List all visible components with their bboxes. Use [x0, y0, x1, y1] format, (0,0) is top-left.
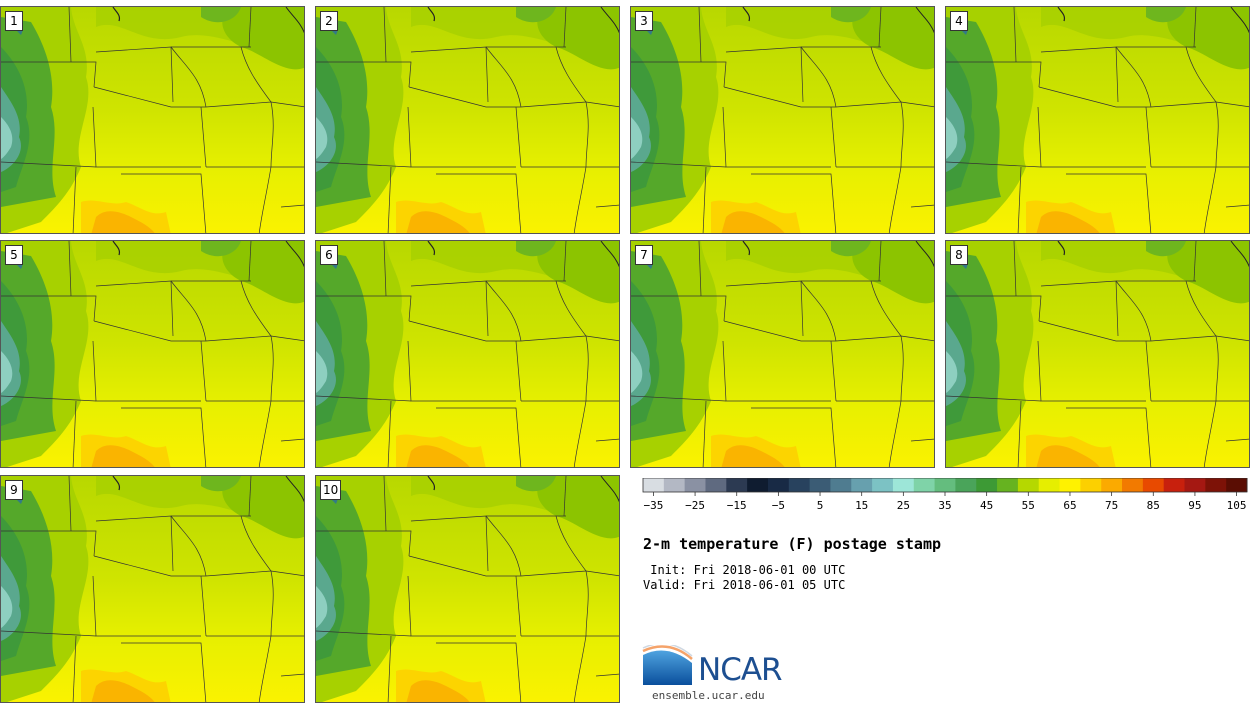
colorbar-tick-label: 55	[1022, 499, 1035, 512]
map-panel: 10	[315, 475, 620, 703]
temperature-map	[1, 7, 304, 233]
colorbar-tick-label: 5	[817, 499, 824, 512]
colorbar-segment	[934, 478, 956, 492]
colorbar-segment	[643, 478, 665, 492]
valid-time: Valid: Fri 2018-06-01 05 UTC	[643, 578, 846, 592]
temperature-map	[631, 241, 934, 467]
panel-number: 7	[635, 245, 653, 265]
temperature-map	[1, 241, 304, 467]
colorbar-segment	[1038, 478, 1061, 492]
panel-number: 5	[5, 245, 23, 265]
colorbar-segment	[1142, 478, 1165, 492]
colorbar-tick-label: 25	[897, 499, 910, 512]
colorbar-segment	[788, 478, 811, 492]
map-panel: 7	[630, 240, 935, 468]
colorbar-tick-label: 95	[1188, 499, 1201, 512]
colorbar-segment	[1080, 478, 1102, 492]
colorbar-tick-label: 35	[938, 499, 951, 512]
map-panel: 3	[630, 6, 935, 234]
init-time: Init: Fri 2018-06-01 00 UTC	[643, 563, 846, 577]
temperature-map	[631, 7, 934, 233]
logo-url: ensemble.ucar.edu	[652, 689, 765, 702]
colorbar-segment	[684, 478, 706, 492]
panel-number: 1	[5, 11, 23, 31]
colorbar-segment	[997, 478, 1019, 492]
colorbar-segment	[726, 478, 748, 492]
colorbar-tick-label: 45	[980, 499, 993, 512]
colorbar-tick-label: −35	[643, 499, 663, 512]
colorbar-tick-label: −25	[685, 499, 705, 512]
colorbar-tick-label: 75	[1105, 499, 1118, 512]
colorbar-segment	[705, 478, 727, 492]
colorbar-segment	[1184, 478, 1206, 492]
panel-number: 2	[320, 11, 338, 31]
colorbar-segment	[913, 478, 936, 492]
colorbar-segment	[872, 478, 894, 492]
colorbar-segment	[1205, 478, 1227, 492]
panel-number: 8	[950, 245, 968, 265]
map-panel: 5	[0, 240, 305, 468]
colorbar-segment	[1101, 478, 1123, 492]
logo-text: NCAR	[698, 652, 783, 688]
colorbar-segment	[809, 478, 831, 492]
colorbar-segment	[892, 478, 915, 492]
temperature-map	[316, 7, 619, 233]
colorbar-tick-label: 85	[1147, 499, 1160, 512]
colorbar-segment	[747, 478, 769, 492]
colorbar-tick-label: 65	[1063, 499, 1076, 512]
colorbar-segment	[830, 478, 852, 492]
colorbar-segment	[976, 478, 998, 492]
panel-number: 6	[320, 245, 338, 265]
panel-number: 10	[320, 480, 342, 500]
panel-number: 9	[5, 480, 23, 500]
temperature-map	[1, 476, 304, 702]
temperature-map	[946, 241, 1249, 467]
colorbar-segment	[1017, 478, 1040, 492]
map-panel: 6	[315, 240, 620, 468]
colorbar-segment	[767, 478, 790, 492]
panel-number: 4	[950, 11, 968, 31]
colorbar-segment	[1122, 478, 1144, 492]
colorbar-segment	[1059, 478, 1081, 492]
colorbar-tick-label: 15	[855, 499, 868, 512]
map-panel: 2	[315, 6, 620, 234]
colorbar-tick-label: 105	[1227, 499, 1247, 512]
temperature-map	[946, 7, 1249, 233]
ncar-logo	[642, 645, 693, 685]
colorbar-segment	[1226, 478, 1248, 492]
map-panel: 4	[945, 6, 1250, 234]
map-panel: 1	[0, 6, 305, 234]
colorbar-segment	[851, 478, 873, 492]
colorbar-tick-label: −15	[727, 499, 747, 512]
map-panel: 8	[945, 240, 1250, 468]
map-panel: 9	[0, 475, 305, 703]
colorbar-segment	[1163, 478, 1186, 492]
colorbar-tick-label: −5	[772, 499, 785, 512]
colorbar-segment	[663, 478, 686, 492]
temperature-map	[316, 241, 619, 467]
temperature-colorbar: −35−25−15−55152535455565758595105115	[642, 478, 1248, 512]
colorbar-segment	[955, 478, 977, 492]
chart-title: 2-m temperature (F) postage stamp	[643, 535, 942, 553]
panel-number: 3	[635, 11, 653, 31]
temperature-map	[316, 476, 619, 702]
